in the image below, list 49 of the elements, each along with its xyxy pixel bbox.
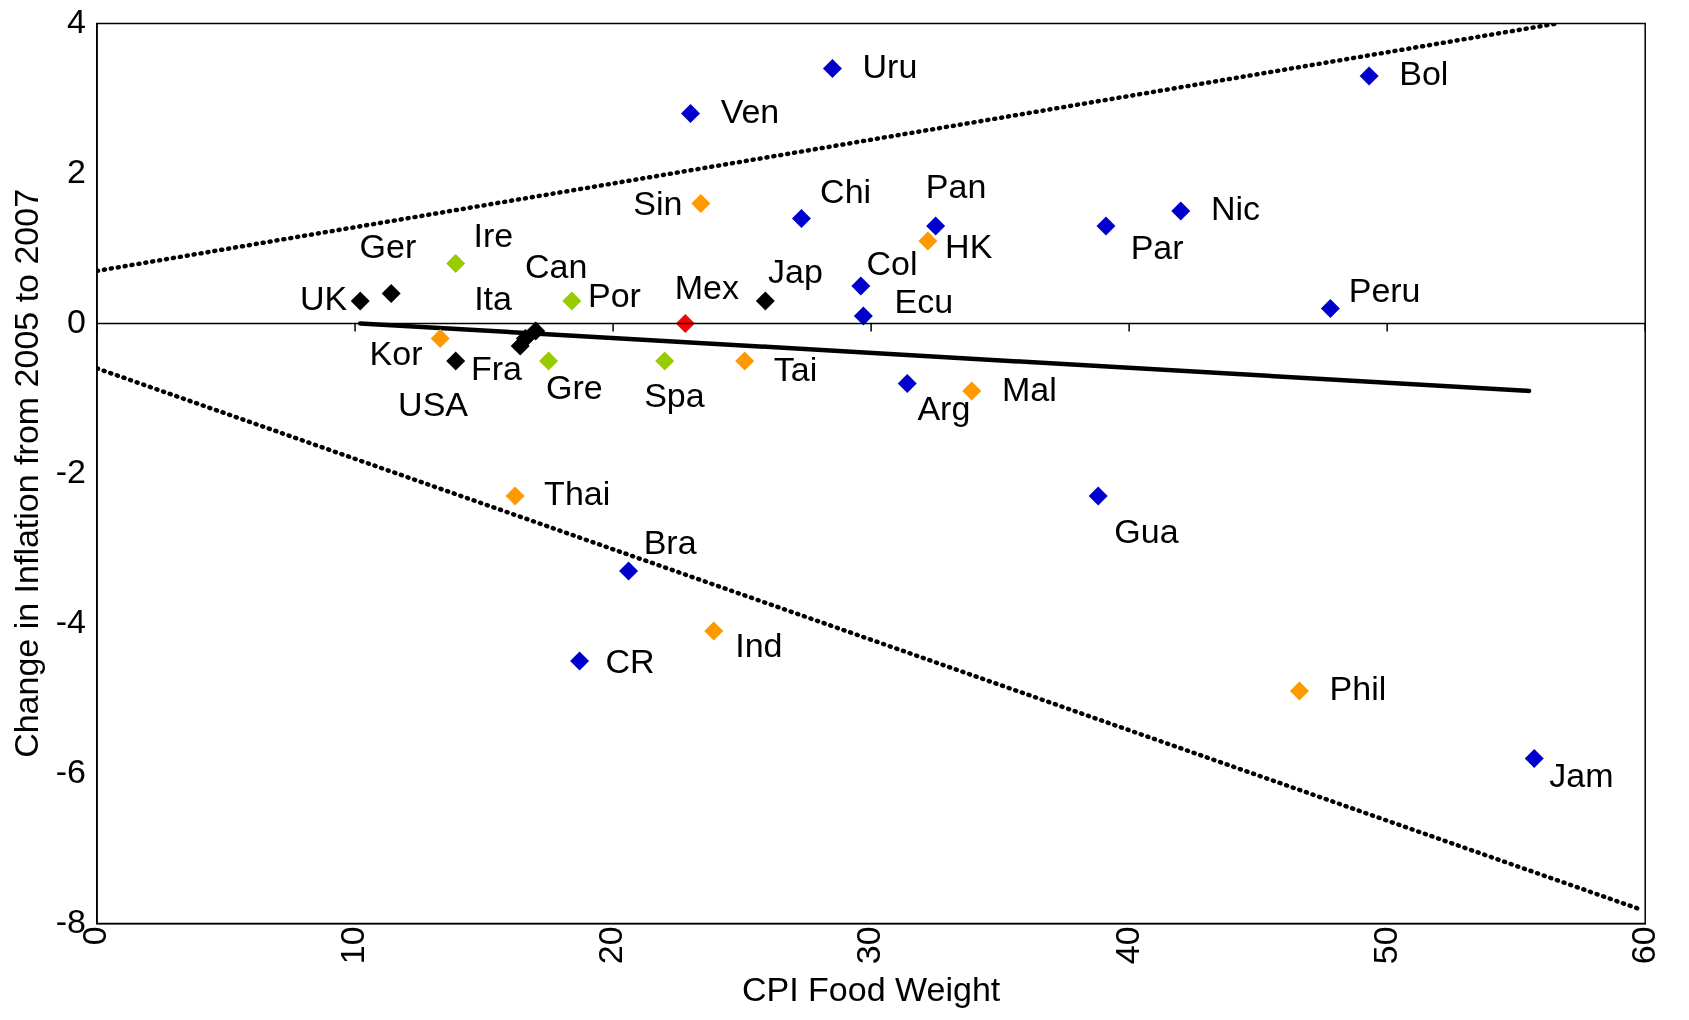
annotation: Thai [544, 474, 611, 513]
annotation: Kor [369, 334, 423, 372]
annotation: Ind [735, 626, 783, 665]
annotation: Nic [1210, 189, 1261, 228]
y-tick-label: -6 [55, 751, 87, 790]
annotation: Phil [1329, 669, 1387, 708]
annotation: Par [1130, 227, 1184, 266]
annotation: HK [945, 226, 993, 265]
x-tick-label: 10 [333, 926, 372, 965]
y-tick-label: -4 [55, 601, 87, 640]
y-tick-label: 4 [67, 1, 87, 40]
x-tick-label: 60 [1623, 926, 1662, 965]
annotation: Chi [820, 172, 872, 210]
annotation: Pan [925, 166, 987, 205]
annotation: Ven [720, 91, 780, 130]
annotation: Peru [1348, 270, 1421, 309]
annotation: Ita [474, 279, 513, 318]
annotation: Ecu [894, 282, 954, 321]
x-tick-label: 40 [1107, 926, 1146, 965]
annotation: Arg [917, 388, 971, 427]
annotation: Jap [768, 252, 823, 291]
y-tick-label: -2 [55, 451, 87, 490]
annotation: Ire [473, 215, 514, 254]
x-axis-title: CPI Food Weight [741, 969, 1001, 1008]
y-axis-title: Change in Inflation from 2005 to 2007 [6, 188, 45, 758]
annotation: Bol [1399, 54, 1449, 93]
x-tick-label: 50 [1365, 926, 1404, 965]
annotation: Ger [359, 226, 417, 265]
annotation: Bra [643, 523, 697, 562]
annotation: Por [587, 276, 641, 315]
annotation: Can [524, 246, 588, 285]
annotation: Fra [471, 349, 523, 388]
annotation: Mal [1001, 370, 1057, 409]
annotation: CR [605, 642, 655, 681]
annotation: Gre [546, 368, 603, 407]
y-tick-label: 2 [67, 151, 87, 190]
y-tick-label: 0 [67, 301, 87, 340]
annotation: Uru [862, 46, 918, 85]
annotation: Jam [1549, 756, 1614, 795]
x-tick-label: 30 [849, 926, 888, 965]
annotation: Gua [1114, 511, 1179, 550]
annotation: USA [398, 384, 469, 423]
annotation: Mex [674, 268, 739, 307]
annotation: UK [300, 279, 348, 318]
annotation: Col [866, 243, 918, 282]
x-tick-label: 20 [591, 926, 630, 965]
annotation: Spa [644, 375, 705, 414]
annotation: Sin [633, 183, 683, 222]
annotation: Tai [773, 350, 818, 389]
